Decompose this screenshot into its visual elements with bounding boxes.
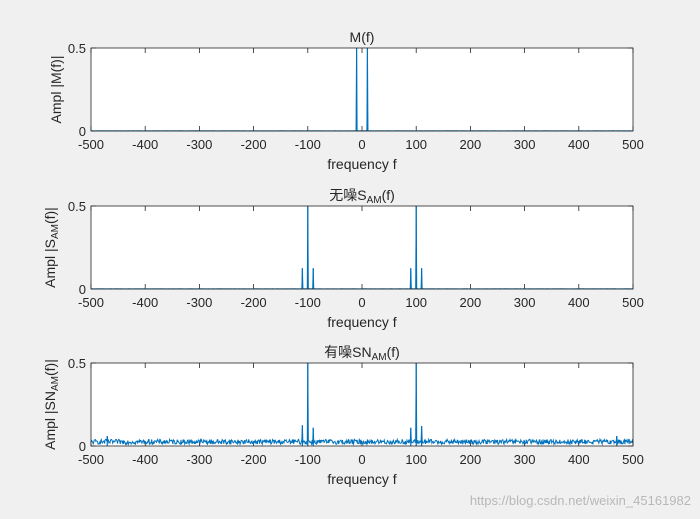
chart-title: 有噪SNAM(f) [324, 344, 400, 363]
label-text: (f) [382, 187, 395, 203]
x-tick-label: -500 [78, 452, 104, 467]
y-axis-label: Ampl |SNAM(f)| [42, 359, 61, 450]
y-axis-label: Ampl |SAM(f)| [42, 207, 61, 288]
plot-area [91, 48, 633, 131]
y-tick-label: 0.5 [68, 356, 86, 371]
x-axis-label: frequency f [327, 314, 396, 330]
x-tick-label: -300 [186, 295, 212, 310]
x-tick-label: -300 [186, 452, 212, 467]
x-tick-label: -500 [78, 137, 104, 152]
tick-group: -500 -400 -300 -200 -100 0 100 200 300 400 500 0 0.5 [68, 199, 644, 310]
x-tick-label: 0 [358, 295, 365, 310]
x-tick-label: 200 [460, 452, 482, 467]
y-tick-label: 0 [79, 439, 86, 454]
chart-title: M(f) [350, 29, 375, 45]
subscript-text: AM [372, 352, 387, 363]
spectrum-line [90, 362, 634, 447]
x-tick-label: -400 [132, 137, 158, 152]
x-tick-label: -100 [295, 137, 321, 152]
subscript-text: AM [367, 195, 382, 206]
subplot-sn-am: -500 -400 -300 -200 -100 0 100 200 300 400 500 0 0.5… [42, 344, 644, 487]
label-text: 无噪S [329, 187, 366, 203]
subplot-s-am: -500 -400 -300 -200 -100 0 100 200 300 400 500 0 0.5… [42, 187, 644, 330]
x-tick-label: 0 [358, 452, 365, 467]
label-text: 有噪SN [324, 344, 371, 360]
x-tick-label: 400 [568, 452, 590, 467]
x-tick-label: -200 [241, 137, 267, 152]
x-tick-label: 500 [622, 452, 644, 467]
x-tick-label: -200 [241, 452, 267, 467]
tick-group: -500 -400 -300 -200 -100 0 100 200 300 400 500 0 0.5 [68, 356, 644, 467]
x-tick-label: -400 [132, 452, 158, 467]
plot-area [91, 206, 633, 289]
x-tick-label: -100 [295, 295, 321, 310]
subscript-text: AM [50, 376, 61, 391]
label-text: (f)| [42, 359, 58, 376]
x-axis-label: frequency f [327, 156, 396, 172]
x-tick-label: -400 [132, 295, 158, 310]
y-axis-label: Ampl |M(f)| [48, 56, 64, 124]
y-tick-label: 0 [79, 282, 86, 297]
x-tick-label: -200 [241, 295, 267, 310]
label-text: Ampl |S [42, 239, 58, 288]
x-tick-label: 300 [514, 137, 536, 152]
label-text: Ampl |M(f)| [48, 56, 64, 124]
chart-title: 无噪SAM(f) [329, 187, 395, 206]
x-tick-label: 0 [358, 137, 365, 152]
subplot-m-f: -500 -400 -300 -200 -100 0 100 200 300 400 500 0 0.5… [48, 29, 644, 172]
label-text: (f)| [42, 207, 58, 224]
axes-frame [90, 47, 634, 132]
x-tick-label: 300 [514, 295, 536, 310]
x-tick-label: 100 [405, 295, 427, 310]
axes-frame [90, 205, 634, 290]
x-tick-label: 200 [460, 295, 482, 310]
plot-area [91, 363, 633, 446]
x-tick-label: 400 [568, 137, 590, 152]
x-tick-label: 500 [622, 137, 644, 152]
y-tick-label: 0.5 [68, 41, 86, 56]
tick-group: -500 -400 -300 -200 -100 0 100 200 300 400 500 0 0.5 [68, 41, 644, 152]
x-axis-label: frequency f [327, 471, 396, 487]
x-tick-label: -300 [186, 137, 212, 152]
x-tick-label: 200 [460, 137, 482, 152]
x-tick-label: 300 [514, 452, 536, 467]
x-tick-label: 400 [568, 295, 590, 310]
x-tick-label: -100 [295, 452, 321, 467]
x-tick-label: 500 [622, 295, 644, 310]
y-tick-label: 0 [79, 124, 86, 139]
x-tick-label: -500 [78, 295, 104, 310]
subscript-text: AM [50, 224, 61, 239]
label-text: M(f) [350, 29, 375, 45]
label-text: (f) [387, 344, 400, 360]
x-tick-label: 100 [405, 452, 427, 467]
watermark-text: https://blog.csdn.net/weixin_45161982 [470, 493, 691, 508]
x-tick-label: 100 [405, 137, 427, 152]
label-text: Ampl |SN [42, 391, 58, 450]
axes-frame [90, 362, 634, 447]
y-tick-label: 0.5 [68, 199, 86, 214]
spectrum-series [90, 362, 634, 447]
